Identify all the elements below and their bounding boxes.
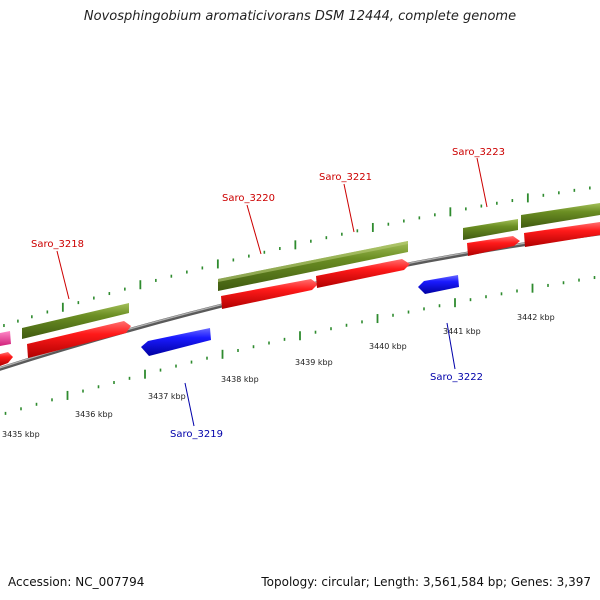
- leader-saro-3219: [184, 382, 195, 427]
- leader-saro-3221: [343, 183, 355, 233]
- gene-saro-3219[interactable]: [141, 328, 211, 356]
- leader-saro-3220: [246, 204, 262, 255]
- axis-label-3437: 3437 kbp: [148, 392, 186, 401]
- gene-saro-3220[interactable]: [221, 279, 318, 309]
- label-leaders: [56, 157, 488, 427]
- label-saro-3219[interactable]: Saro_3219: [170, 429, 223, 440]
- axis-label-3440: 3440 kbp: [369, 342, 407, 351]
- gene-partial-left-pink[interactable]: [0, 331, 11, 346]
- label-saro-3220[interactable]: Saro_3220: [222, 193, 275, 204]
- gene-saro-3223[interactable]: [467, 236, 520, 256]
- gene-partial-left-red[interactable]: [0, 352, 13, 366]
- axis-label-3442: 3442 kbp: [517, 313, 555, 322]
- axis-label-3436: 3436 kbp: [75, 410, 113, 419]
- genome-backbone: [0, 231, 600, 371]
- gene-saro-3218[interactable]: [27, 321, 131, 358]
- forward-cds-track: [22, 203, 600, 339]
- label-saro-3223[interactable]: Saro_3223: [452, 147, 505, 158]
- reverse-gene-track: [0, 275, 459, 356]
- gene-labels: Saro_3218 Saro_3220 Saro_3221 Saro_3223 …: [31, 147, 505, 440]
- outer-tick-track: [3, 186, 591, 328]
- axis-label-3439: 3439 kbp: [295, 358, 333, 367]
- axis-label-3441: 3441 kbp: [443, 327, 481, 336]
- axis-label-3435: 3435 kbp: [2, 430, 40, 439]
- leader-saro-3223: [476, 157, 488, 208]
- axis-label-3438: 3438 kbp: [221, 375, 259, 384]
- gene-saro-3223-cds[interactable]: [463, 219, 518, 240]
- forward-gene-track: [0, 222, 600, 366]
- leader-saro-3218: [56, 250, 70, 300]
- gene-saro-3221-cds: [218, 241, 408, 282]
- gene-saro-3222[interactable]: [418, 275, 459, 294]
- gene-saro-3224[interactable]: [524, 222, 600, 247]
- accession-label: Accession: NC_007794: [8, 575, 145, 589]
- inner-tick-track: [4, 276, 596, 415]
- gene-saro-3218-cds[interactable]: [22, 303, 129, 339]
- position-axis: 3435 kbp 3436 kbp 3437 kbp 3438 kbp 3439…: [2, 313, 555, 439]
- leader-saro-3222: [446, 322, 456, 370]
- gene-saro-3221[interactable]: [316, 259, 410, 288]
- map-title: Novosphingobium aromaticivorans DSM 1244…: [83, 9, 517, 24]
- label-saro-3218[interactable]: Saro_3218: [31, 239, 84, 250]
- label-saro-3221[interactable]: Saro_3221: [319, 172, 372, 183]
- gene-saro-3224-cds[interactable]: [521, 203, 600, 228]
- label-saro-3222[interactable]: Saro_3222: [430, 372, 483, 383]
- topology-label: Topology: circular; Length: 3,561,584 bp…: [261, 575, 591, 589]
